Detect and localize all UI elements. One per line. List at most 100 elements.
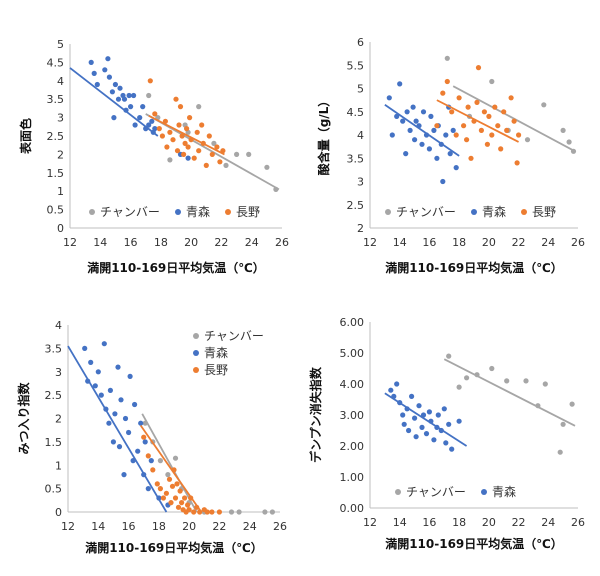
x-axis-title: 満開110-169日平均気温（℃） xyxy=(385,536,563,551)
data-point-aomori xyxy=(135,448,141,454)
x-tick-label: 14 xyxy=(93,236,107,249)
data-point-aomori xyxy=(394,113,400,119)
chart-panel-2: 2 2.5 3 3.5 4 4.5 5 5.5 6 12 14 16 18 20 22 24 26 満開110-1… xyxy=(316,36,585,275)
data-point-nagano xyxy=(159,133,165,139)
legend-marker-chamber xyxy=(89,209,95,215)
trend-line-aomori xyxy=(69,67,159,137)
y-axis-title: 酸含量（g/L） xyxy=(316,95,331,176)
data-point-aomori xyxy=(137,115,143,121)
x-tick-label: 20 xyxy=(482,516,496,529)
data-point-nagano xyxy=(182,140,188,146)
legend-label-aomori: 青森 xyxy=(482,204,506,219)
data-point-aomori xyxy=(443,132,449,138)
data-point-nagano xyxy=(516,132,522,138)
data-point-nagano xyxy=(181,151,187,157)
y-tick-label: 3 xyxy=(55,366,62,379)
data-point-aomori xyxy=(404,109,410,115)
y-tick-label: 0 xyxy=(55,506,62,519)
y-tick-label: 4.5 xyxy=(47,56,65,69)
data-point-aomori xyxy=(115,364,121,370)
data-point-aomori xyxy=(420,412,427,418)
data-point-chamber xyxy=(560,127,566,133)
y-tick-label: 0.5 xyxy=(45,483,63,496)
data-point-chamber xyxy=(444,55,450,61)
data-point-nagano xyxy=(169,483,176,489)
data-point-aomori xyxy=(88,59,94,65)
data-point-chamber xyxy=(464,375,470,381)
data-point-nagano xyxy=(164,144,170,150)
legend-label-nagano: 長野 xyxy=(236,205,260,219)
data-point-nagano xyxy=(179,500,185,506)
data-point-nagano xyxy=(199,122,205,128)
data-point-nagano xyxy=(501,109,507,115)
data-point-nagano xyxy=(475,65,482,71)
data-point-nagano xyxy=(172,495,179,501)
y-tick-label: 4 xyxy=(357,129,364,142)
y-tick-label: 0 xyxy=(57,222,64,235)
y-tick-label: 2 xyxy=(57,148,64,161)
y-tick-label: 2 xyxy=(55,413,62,426)
data-point-aomori xyxy=(146,122,152,128)
legend-marker-aomori xyxy=(481,489,487,495)
y-tick-label: 0.00 xyxy=(340,502,365,515)
data-point-chamber xyxy=(223,162,229,168)
data-point-aomori xyxy=(98,392,104,398)
data-point-nagano xyxy=(468,155,474,161)
data-point-chamber xyxy=(228,509,235,515)
data-point-aomori xyxy=(413,118,419,124)
data-point-aomori xyxy=(95,369,101,375)
data-point-chamber xyxy=(569,401,575,407)
data-point-nagano xyxy=(173,96,179,102)
data-point-aomori xyxy=(132,122,138,128)
data-point-nagano xyxy=(209,509,215,515)
data-point-nagano xyxy=(174,148,181,154)
data-point-aomori xyxy=(112,411,118,417)
data-point-nagano xyxy=(147,78,153,84)
data-point-nagano xyxy=(154,481,160,487)
data-point-nagano xyxy=(177,488,183,494)
y-tick-label: 3 xyxy=(357,176,364,189)
x-axis-title: 満開110-169日平均気温（℃） xyxy=(385,260,563,275)
data-point-nagano xyxy=(185,502,191,508)
legend-marker-aomori xyxy=(175,209,181,215)
data-point-aomori xyxy=(91,70,97,76)
data-point-aomori xyxy=(126,92,132,99)
x-tick-label: 12 xyxy=(63,236,77,249)
data-point-nagano xyxy=(177,104,184,110)
y-tick-label: 1 xyxy=(57,185,64,198)
data-point-nagano xyxy=(163,490,169,496)
y-tick-label: 1.5 xyxy=(45,436,63,449)
data-point-nagano xyxy=(176,122,182,128)
data-point-aomori xyxy=(449,446,455,452)
x-tick-label: 18 xyxy=(154,236,168,249)
data-point-chamber xyxy=(523,378,529,384)
x-tick-label: 22 xyxy=(512,236,526,249)
data-point-aomori xyxy=(431,437,437,443)
chart-panel-3: 0 0.5 1 1.5 2 2.5 3 3.5 4 12 14 16 18 20 22 24 26 満開110-1… xyxy=(16,319,287,555)
legend-label-chamber: チャンバー xyxy=(406,485,466,499)
x-tick-label: 18 xyxy=(452,516,466,529)
x-tick-label: 26 xyxy=(273,520,287,533)
data-point-nagano xyxy=(152,111,158,117)
legend-marker-chamber xyxy=(385,209,391,215)
data-point-aomori xyxy=(107,387,113,393)
y-tick-label: 1.00 xyxy=(340,471,365,484)
data-point-chamber xyxy=(262,509,268,515)
data-point-aomori xyxy=(145,486,151,492)
data-point-aomori xyxy=(416,403,422,409)
x-tick-label: 16 xyxy=(422,236,436,249)
y-tick-label: 0.5 xyxy=(47,204,65,217)
trend-line-aomori xyxy=(67,345,168,513)
data-point-nagano xyxy=(464,137,470,143)
data-point-aomori xyxy=(185,155,191,161)
data-point-nagano xyxy=(157,486,163,492)
data-point-aomori xyxy=(109,89,115,95)
data-point-aomori xyxy=(148,458,154,464)
legend-marker-chamber xyxy=(193,333,199,339)
y-tick-label: 3.5 xyxy=(45,342,63,355)
x-axis-title: 満開110-169日平均気温（℃） xyxy=(85,540,263,555)
data-point-nagano xyxy=(145,453,151,459)
y-tick-label: 4.5 xyxy=(347,106,365,119)
data-point-nagano xyxy=(461,123,467,129)
data-point-nagano xyxy=(465,104,471,110)
